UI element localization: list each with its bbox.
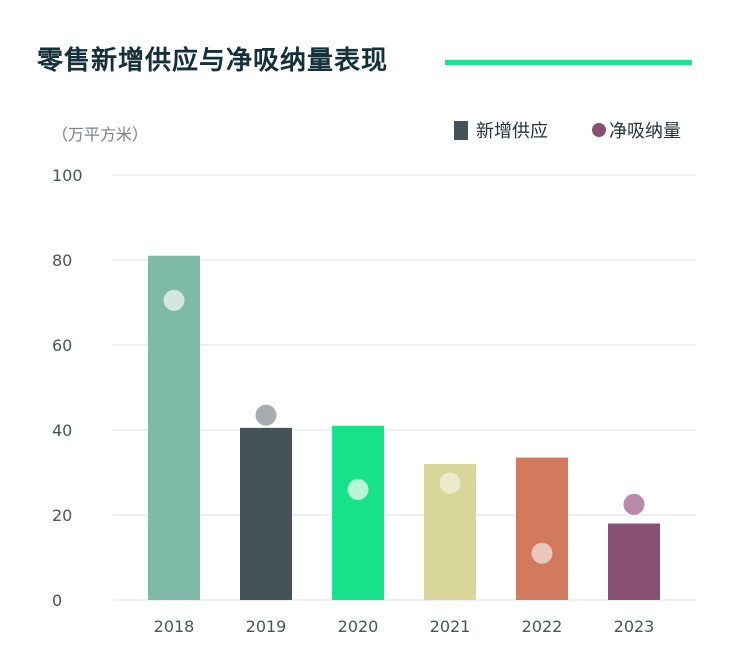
supply-bar xyxy=(148,255,200,600)
supply-bar xyxy=(240,427,292,600)
legend-dot-swatch xyxy=(592,123,606,137)
legend-label-absorption: 净吸纳量 xyxy=(609,121,681,142)
absorption-dot xyxy=(439,472,461,494)
absorption-dot xyxy=(255,404,277,426)
x-tick-label: 2019 xyxy=(246,617,287,636)
supply-bar xyxy=(608,523,660,600)
absorption-dot xyxy=(347,479,369,500)
supply-bar xyxy=(516,457,568,600)
y-tick-label: 0 xyxy=(52,591,62,610)
absorption-dot xyxy=(531,542,553,564)
y-tick-label: 60 xyxy=(52,336,72,355)
legend-label-supply: 新增供应 xyxy=(476,121,548,142)
y-tick-label: 40 xyxy=(52,421,72,440)
x-tick-label: 2018 xyxy=(154,617,195,636)
legend-bar-swatch xyxy=(454,120,468,140)
supply-bar xyxy=(332,425,384,600)
x-tick-label: 2022 xyxy=(522,617,563,636)
x-tick-label: 2023 xyxy=(614,617,655,636)
y-tick-label: 100 xyxy=(52,166,83,185)
legend-item-supply: 新增供应 xyxy=(454,117,548,143)
x-tick-label: 2020 xyxy=(338,617,379,636)
x-tick-label: 2021 xyxy=(430,617,471,636)
y-tick-label: 20 xyxy=(52,506,72,525)
y-axis-unit-label: （万平方米） xyxy=(52,125,149,144)
absorption-dot xyxy=(163,289,185,311)
chart-title: 零售新增供应与净吸纳量表现 xyxy=(37,46,389,76)
title-accent-rule xyxy=(445,60,692,65)
legend-item-absorption: 净吸纳量 xyxy=(592,117,681,143)
y-tick-label: 80 xyxy=(52,251,72,270)
absorption-dot xyxy=(623,493,645,515)
